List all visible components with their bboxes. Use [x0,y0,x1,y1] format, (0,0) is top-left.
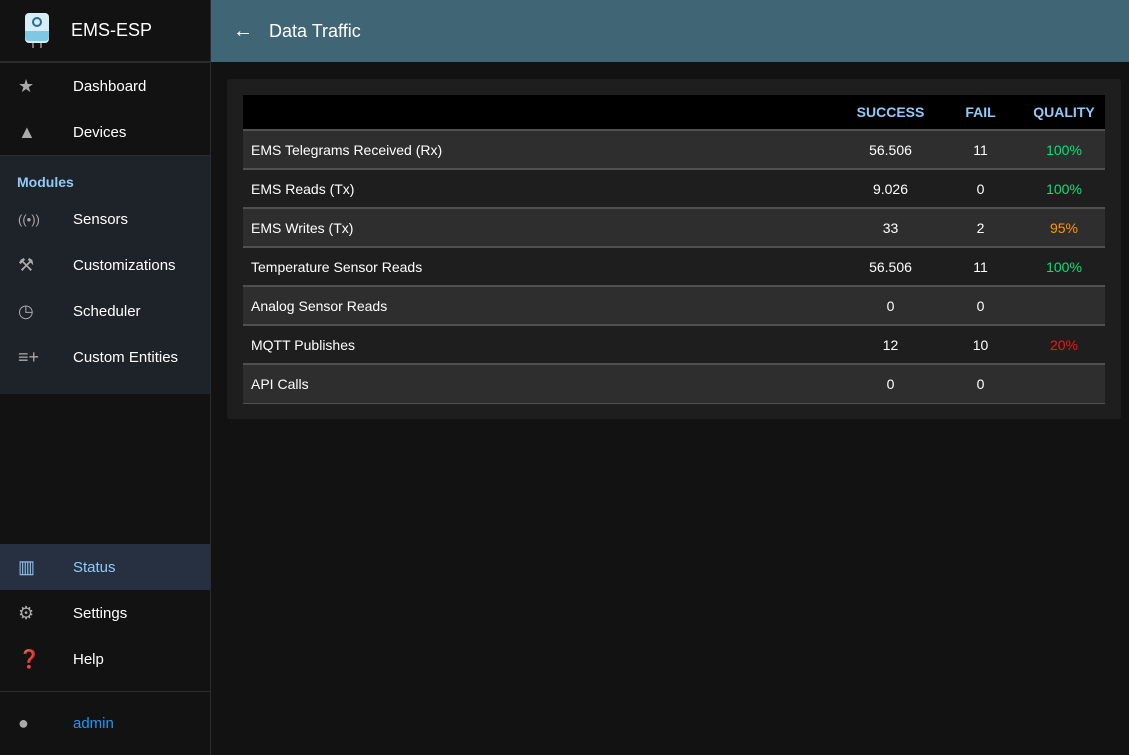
sidebar-item-label: Sensors [73,210,129,228]
top-bar: ← Data Traffic [211,0,1129,62]
success-cell: 33 [843,207,938,247]
sidebar-item-label: Status [73,558,116,576]
sidebar-item-dashboard[interactable]: ★ Dashboard [0,63,210,109]
sidebar-item-devices[interactable]: ▲ Devices [0,109,210,155]
sidebar-item-scheduler[interactable]: ◷ Scheduler [0,288,210,334]
quality-cell: 100% [1023,129,1105,169]
table-row: EMS Reads (Tx) 9.026 0 100% [243,168,1105,208]
sidebar-item-label: Settings [73,604,128,622]
success-cell: 56.506 [843,129,938,169]
table-row: Analog Sensor Reads 0 0 [243,285,1105,325]
column-header-quality: QUALITY [1023,95,1105,130]
sidebar-item-label: Help [73,650,104,668]
row-name: MQTT Publishes [243,324,843,364]
quality-cell [1023,285,1105,325]
sidebar-item-label: Devices [73,123,127,141]
assessment-icon: ▥ [18,556,36,577]
quality-cell: 100% [1023,246,1105,286]
column-header-fail: FAIL [938,95,1023,130]
top-nav: ★ Dashboard ▲ Devices [0,63,210,155]
tools-icon: ⚒ [18,254,35,275]
table-row: EMS Writes (Tx) 33 2 95% [243,207,1105,247]
table-row: MQTT Publishes 12 10 20% [243,324,1105,364]
sidebar-item-settings[interactable]: ⚙ Settings [0,590,210,636]
fail-cell: 11 [938,246,1023,286]
sidebar-item-label: Dashboard [73,77,147,95]
star-icon: ★ [18,75,35,96]
playlist-add-icon: ≡+ [18,346,40,367]
fail-cell: 0 [938,363,1023,404]
success-cell: 9.026 [843,168,938,208]
sidebar-item-label: Scheduler [73,302,141,320]
fail-cell: 0 [938,285,1023,325]
app-title: EMS-ESP [71,20,153,40]
category-icon: ▲ [18,121,36,142]
column-header [243,95,843,130]
data-traffic-card: SUCCESS FAIL QUALITY EMS Telegrams Recei… [227,79,1121,419]
row-name: Temperature Sensor Reads [243,246,843,286]
sidebar-item-label: Custom Entities [73,348,179,366]
row-name: EMS Telegrams Received (Rx) [243,129,843,169]
row-name: EMS Writes (Tx) [243,207,843,247]
table-row: API Calls 0 0 [243,363,1105,404]
boiler-logo-icon [24,12,50,49]
modules-section: Modules ((•)) Sensors ⚒ Customizations ◷ Sc… [0,155,210,394]
account-circle-icon: ● [18,713,29,733]
row-name: API Calls [243,363,843,404]
quality-cell: 95% [1023,207,1105,247]
traffic-table: SUCCESS FAIL QUALITY EMS Telegrams Recei… [243,95,1105,404]
help-icon: ❓ [18,648,41,669]
sidebar: EMS-ESP ★ Dashboard ▲ Devices Modules ((•)… [0,0,211,755]
table-header-row: SUCCESS FAIL QUALITY [243,95,1105,130]
fail-cell: 10 [938,324,1023,364]
modules-heading: Modules [17,174,74,190]
page-title: Data Traffic [269,20,361,41]
user-item[interactable]: ● admin [0,691,210,755]
brand: EMS-ESP [0,0,210,63]
fail-cell: 2 [938,207,1023,247]
gear-icon: ⚙ [18,602,35,623]
success-cell: 0 [843,285,938,325]
sidebar-item-help[interactable]: ❓ Help [0,636,210,682]
sidebar-item-customizations[interactable]: ⚒ Customizations [0,242,210,288]
quality-cell: 20% [1023,324,1105,364]
success-cell: 0 [843,363,938,404]
sidebar-item-custom-entities[interactable]: ≡+ Custom Entities [0,334,210,380]
back-arrow-icon[interactable]: ← [233,19,253,42]
sidebar-item-label: Customizations [73,256,176,274]
username: admin [73,715,114,732]
success-cell: 12 [843,324,938,364]
sensors-icon: ((•)) [18,211,40,227]
sidebar-item-status[interactable]: ▥ Status [0,544,210,590]
table-row: Temperature Sensor Reads 56.506 11 100% [243,246,1105,286]
bottom-nav: ▥ Status ⚙ Settings ❓ Help [0,544,210,682]
row-name: EMS Reads (Tx) [243,168,843,208]
row-name: Analog Sensor Reads [243,285,843,325]
fail-cell: 11 [938,129,1023,169]
quality-cell: 100% [1023,168,1105,208]
sidebar-item-sensors[interactable]: ((•)) Sensors [0,196,210,242]
quality-cell [1023,363,1105,404]
success-cell: 56.506 [843,246,938,286]
fail-cell: 0 [938,168,1023,208]
table-row: EMS Telegrams Received (Rx) 56.506 11 100% [243,129,1105,169]
column-header-success: SUCCESS [843,95,938,130]
more-time-icon: ◷ [18,300,34,321]
